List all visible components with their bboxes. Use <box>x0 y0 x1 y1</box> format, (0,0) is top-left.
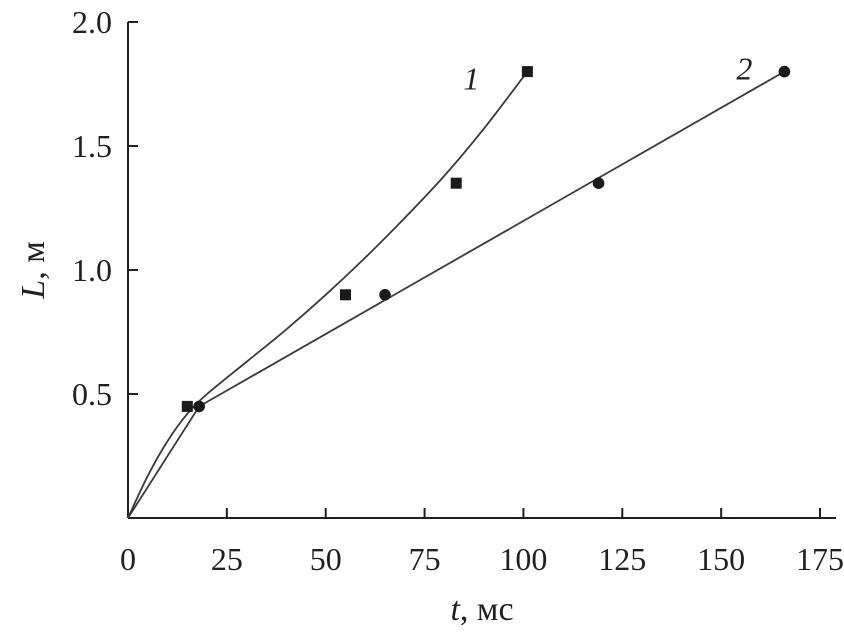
series-2-point <box>778 65 791 78</box>
series-1-point <box>450 177 462 189</box>
x-tick-label: 150 <box>697 541 745 577</box>
y-tick-label: 1.0 <box>72 252 112 288</box>
y-tick-label: 0.5 <box>72 376 112 412</box>
x-axis-var: t <box>450 591 461 628</box>
x-tick-label: 125 <box>598 541 646 577</box>
series-1-label: 1 <box>463 61 479 97</box>
y-axis-unit: , м <box>15 241 52 280</box>
x-ticks: 0 25 50 75 100 125 150 175 <box>120 508 844 577</box>
y-axis-var: L <box>15 280 52 300</box>
y-tick-label: 1.5 <box>72 128 112 164</box>
y-axis-title: L, м <box>15 241 52 299</box>
series-2-point <box>193 400 205 413</box>
series-2-point <box>379 289 391 301</box>
y-ticks: 0.5 1.0 1.5 2.0 <box>72 4 138 412</box>
series-1-line <box>127 71 529 519</box>
x-tick-label: 75 <box>409 541 441 577</box>
x-axis-unit: , мс <box>460 591 514 628</box>
series-2-point <box>592 177 605 189</box>
x-tick-label: 175 <box>796 541 844 577</box>
series-1-point <box>181 400 193 412</box>
x-tick-label: 25 <box>211 541 243 577</box>
series-lines <box>127 70 785 519</box>
x-tick-label: 50 <box>310 541 342 577</box>
series-1-point <box>339 289 351 301</box>
series-markers <box>181 65 791 413</box>
axes <box>127 22 836 519</box>
x-axis-title: t, мс <box>450 591 513 628</box>
series-1-point <box>521 66 533 78</box>
x-tick-label: 0 <box>120 541 136 577</box>
y-tick-label: 2.0 <box>72 4 112 40</box>
series-2-line <box>127 70 785 519</box>
x-tick-label: 100 <box>499 541 547 577</box>
series-2-label: 2 <box>736 51 752 87</box>
